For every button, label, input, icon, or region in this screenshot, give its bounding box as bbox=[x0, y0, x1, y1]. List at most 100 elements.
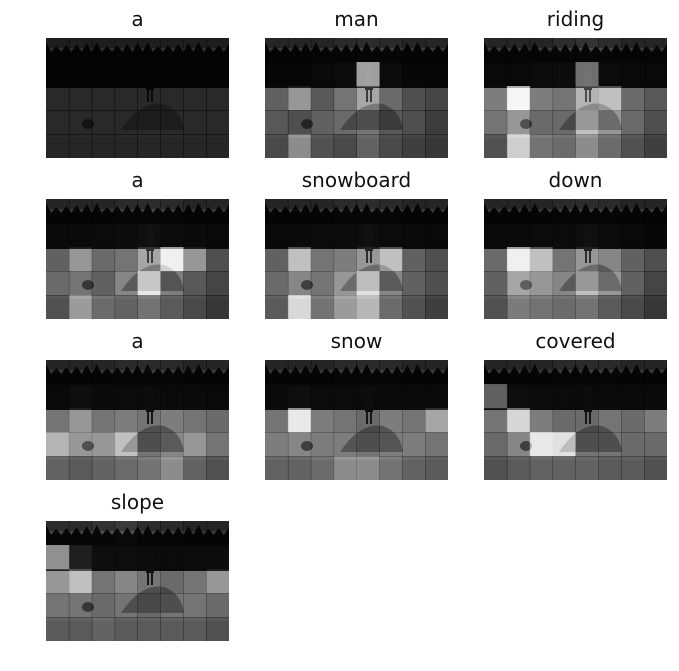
person-leg bbox=[147, 573, 149, 585]
attention-cell bbox=[114, 408, 138, 433]
person-head bbox=[584, 225, 592, 233]
attention-cell bbox=[575, 134, 599, 158]
attention-cell bbox=[506, 271, 531, 296]
attention-cell bbox=[425, 134, 448, 158]
attention-cell bbox=[114, 110, 138, 135]
attention-cell bbox=[333, 247, 357, 272]
attention-cell bbox=[484, 223, 508, 248]
attention-cell bbox=[333, 432, 357, 457]
attention-cell bbox=[310, 199, 335, 224]
attention-highlight bbox=[575, 62, 599, 87]
attention-cell bbox=[137, 360, 161, 385]
attention-highlight bbox=[506, 110, 531, 135]
attention-highlight bbox=[552, 432, 576, 457]
attention-cell bbox=[160, 432, 184, 457]
attention-panel: snow bbox=[265, 326, 448, 480]
attention-highlight bbox=[575, 247, 599, 272]
attention-cell bbox=[575, 432, 599, 457]
attention-cell bbox=[137, 295, 161, 319]
attention-cell bbox=[114, 432, 138, 457]
attention-highlight bbox=[114, 432, 138, 457]
attention-cell bbox=[484, 456, 508, 480]
panel-word-label: a bbox=[131, 7, 144, 31]
attention-cell bbox=[598, 456, 622, 480]
attention-panel: snowboard bbox=[265, 165, 448, 319]
attention-cell bbox=[333, 456, 357, 480]
attention-cell bbox=[356, 360, 380, 385]
attention-cell bbox=[183, 223, 207, 248]
attention-highlight bbox=[506, 86, 531, 111]
attention-cell bbox=[206, 86, 229, 111]
attention-cell bbox=[114, 569, 138, 594]
attention-highlight bbox=[598, 86, 622, 111]
attention-cell bbox=[183, 271, 207, 296]
attention-grid bbox=[46, 199, 229, 319]
attention-grid bbox=[484, 199, 667, 319]
attention-cell bbox=[206, 521, 229, 546]
attention-cell bbox=[137, 432, 161, 457]
attention-cell bbox=[114, 199, 138, 224]
attention-cell bbox=[484, 38, 508, 63]
attention-cell bbox=[506, 223, 531, 248]
attention-highlight bbox=[137, 271, 161, 296]
attention-cell bbox=[644, 432, 667, 457]
attention-grid bbox=[484, 360, 667, 480]
attention-cell bbox=[68, 432, 93, 457]
person-head bbox=[365, 225, 373, 233]
small-figure bbox=[520, 441, 532, 451]
attention-cell bbox=[621, 384, 645, 409]
person-leg bbox=[151, 573, 153, 585]
attention-highlight bbox=[160, 456, 184, 480]
attention-cell bbox=[552, 432, 576, 457]
attention-image bbox=[484, 199, 667, 319]
person-body bbox=[584, 72, 592, 90]
attention-cell bbox=[310, 110, 335, 135]
person-leg bbox=[151, 412, 153, 424]
attention-cell bbox=[91, 617, 116, 641]
attention-cell bbox=[529, 384, 554, 409]
attention-cell bbox=[68, 247, 93, 272]
attention-cell bbox=[402, 408, 426, 433]
attention-highlight bbox=[333, 456, 357, 480]
attention-cell bbox=[425, 360, 448, 385]
attention-cell bbox=[265, 408, 289, 433]
panel-word-label: a bbox=[131, 168, 144, 192]
attention-cell bbox=[506, 62, 531, 87]
attention-cell bbox=[68, 295, 93, 319]
attention-cell bbox=[265, 456, 289, 480]
person-head bbox=[584, 64, 592, 72]
attention-cell bbox=[68, 456, 93, 480]
attention-cell bbox=[183, 593, 207, 618]
attention-cell bbox=[46, 271, 70, 296]
attention-cell bbox=[160, 86, 184, 111]
attention-cell bbox=[598, 271, 622, 296]
attention-cell bbox=[265, 62, 289, 87]
attention-cell bbox=[425, 408, 448, 433]
attention-cell bbox=[425, 110, 448, 135]
attention-cell bbox=[598, 110, 622, 135]
attention-cell bbox=[46, 223, 70, 248]
attention-highlight bbox=[356, 62, 380, 87]
attention-cell bbox=[183, 360, 207, 385]
attention-cell bbox=[287, 86, 312, 111]
attention-cell bbox=[91, 408, 116, 433]
attention-highlight bbox=[356, 271, 380, 296]
attention-cell bbox=[621, 456, 645, 480]
attention-cell bbox=[506, 110, 531, 135]
attention-cell bbox=[484, 408, 508, 433]
attention-cell bbox=[310, 271, 335, 296]
attention-cell bbox=[333, 62, 357, 87]
attention-cell bbox=[183, 134, 207, 158]
attention-cell bbox=[598, 408, 622, 433]
attention-cell bbox=[552, 271, 576, 296]
attention-cell bbox=[425, 384, 448, 409]
attention-cell bbox=[46, 38, 70, 63]
attention-cell bbox=[644, 62, 667, 87]
attention-cell bbox=[310, 38, 335, 63]
attention-cell bbox=[402, 247, 426, 272]
attention-cell bbox=[333, 384, 357, 409]
attention-cell bbox=[310, 432, 335, 457]
attention-cell bbox=[333, 223, 357, 248]
attention-cell bbox=[506, 295, 531, 319]
attention-highlight bbox=[68, 295, 93, 319]
